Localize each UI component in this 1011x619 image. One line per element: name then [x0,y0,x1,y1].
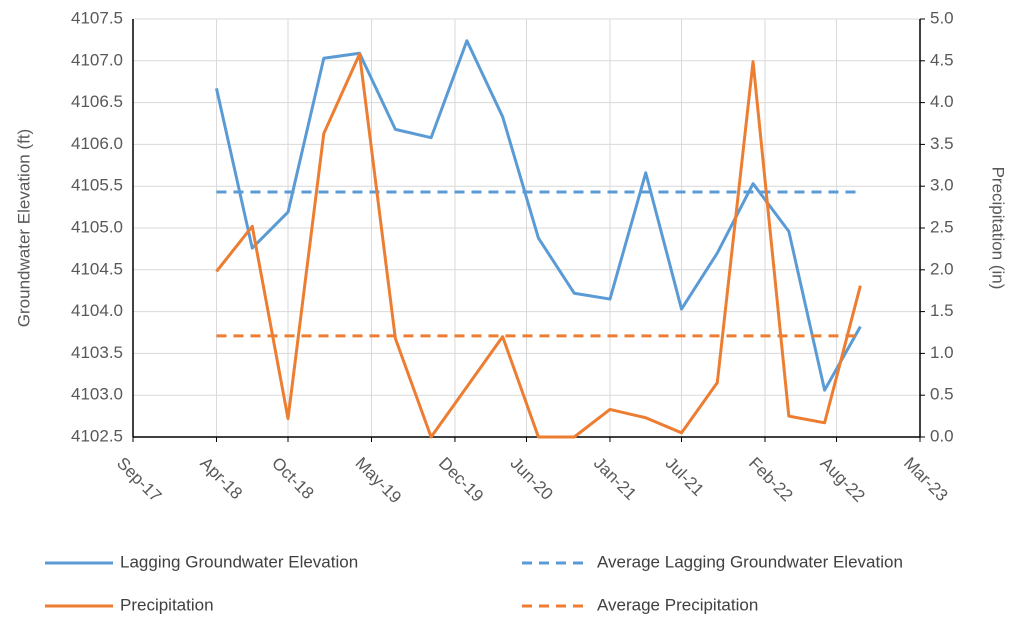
y2-tick-label: 3.5 [930,134,954,153]
y2-tick-label: 2.5 [930,217,954,236]
data-line [215,39,862,392]
y-tick-label: 4107.5 [71,8,123,27]
y-axis-title: Groundwater Elevation (ft) [14,129,33,327]
x-tick-label: Jun-20 [507,454,557,504]
y-tick-label: 4105.5 [71,176,123,195]
y-tick-label: 4105.0 [71,217,123,236]
y2-tick-label: 3.0 [930,176,954,195]
x-tick-label: Sep-17 [113,454,165,506]
legend-label: Average Lagging Groundwater Elevation [597,552,903,571]
x-tick-label: Dec-19 [435,454,487,506]
y-tick-label: 4104.0 [71,301,123,320]
x-tick-label: Mar-23 [900,454,952,506]
y2-tick-label: 1.0 [930,343,954,362]
x-tick-label: Jan-21 [590,454,640,504]
legend-label: Precipitation [120,595,214,614]
legend-label: Average Precipitation [597,595,758,614]
y-tick-label: 4107.0 [71,50,123,69]
y2-tick-label: 2.0 [930,259,954,278]
x-tick-label: Jul-21 [662,454,708,500]
y2-tick-label: 0.0 [930,426,954,445]
y2-tick-label: 5.0 [930,8,954,27]
legend-label: Lagging Groundwater Elevation [120,552,358,571]
x-tick-label: Aug-22 [817,454,869,506]
y2-axis-title: Precipitation (in) [989,167,1008,290]
x-tick-label: Apr-18 [196,454,246,504]
x-tick-label: May-19 [351,454,405,508]
legend: Lagging Groundwater Elevation Average Lag… [45,552,903,614]
y2-tick-label: 1.5 [930,301,954,320]
data-line [215,52,862,439]
y-tick-label: 4106.5 [71,92,123,111]
y-tick-label: 4104.5 [71,259,123,278]
y-tick-label: 4103.0 [71,385,123,404]
y2-tick-label: 0.5 [930,385,954,404]
x-tick-label: Oct-18 [268,454,318,504]
y2-tick-label: 4.5 [930,50,954,69]
y-tick-label: 4106.0 [71,134,123,153]
y-tick-label: 4102.5 [71,426,123,445]
y-tick-label: 4103.5 [71,343,123,362]
x-tick-label: Feb-22 [745,454,797,506]
y2-tick-label: 4.0 [930,92,954,111]
